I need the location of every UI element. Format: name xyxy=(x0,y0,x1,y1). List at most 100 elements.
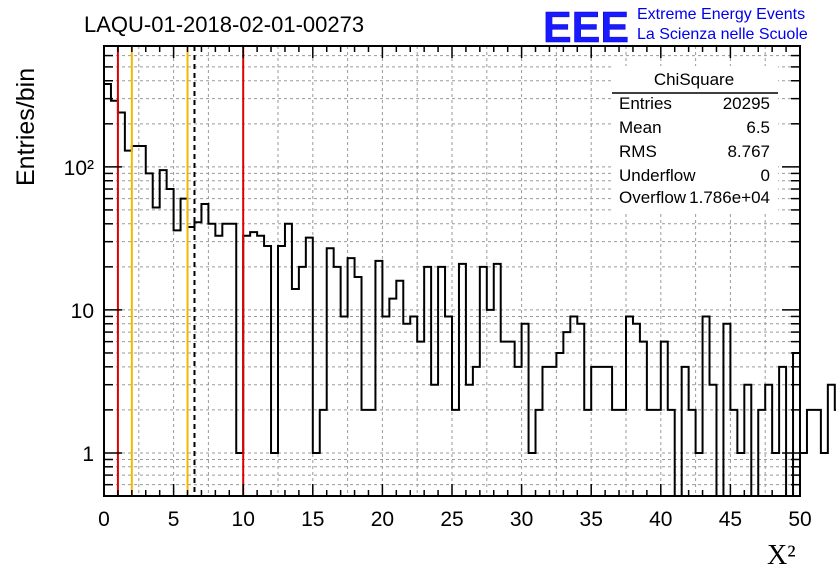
histogram-bin xyxy=(744,385,751,496)
histogram-bin xyxy=(626,316,633,496)
histogram-bin xyxy=(278,246,285,496)
histogram-bin xyxy=(208,224,215,496)
histogram-bin xyxy=(111,101,118,496)
histogram-bin xyxy=(132,146,139,496)
histogram-bin xyxy=(375,261,382,496)
histogram-bin xyxy=(563,332,570,496)
histogram-series xyxy=(103,82,836,497)
histogram-bin xyxy=(814,410,821,496)
histogram-bin xyxy=(556,353,563,496)
y-tick-label: 1 xyxy=(82,443,94,466)
x-axis-title: X² xyxy=(767,540,796,571)
x-tick-labels: 0 5 10 15 20 25 30 35 40 45 50 xyxy=(98,508,812,531)
x-tick-label: 35 xyxy=(580,508,603,531)
histogram-bin xyxy=(480,267,487,496)
stats-label-overflow: Overflow xyxy=(619,188,687,207)
histogram-bin xyxy=(765,385,772,496)
y-tick-label: 10² xyxy=(64,157,94,180)
histogram-bin xyxy=(341,316,348,496)
histogram-bin xyxy=(194,222,201,496)
histogram-bin xyxy=(800,453,807,496)
histogram-bin xyxy=(320,410,327,496)
histogram-bin xyxy=(257,236,264,496)
stats-value-overflow: 1.786e+04 xyxy=(689,188,770,207)
histogram-bin xyxy=(125,151,132,496)
histogram-bin xyxy=(104,84,111,496)
histogram-bin xyxy=(536,410,543,496)
histogram-bin xyxy=(647,410,654,496)
histogram-bin xyxy=(459,264,466,496)
stats-value-entries: 20295 xyxy=(723,94,770,113)
histogram-bin xyxy=(570,316,577,496)
histogram-bin xyxy=(730,410,737,496)
histogram-bin xyxy=(236,453,243,496)
histogram-bin xyxy=(403,324,410,496)
histogram-bin xyxy=(612,410,619,496)
histogram-bin xyxy=(355,277,362,496)
stats-box-name: ChiSquare xyxy=(654,70,734,89)
histogram-bin xyxy=(215,236,222,496)
y-tick-labels: 1 10 10² xyxy=(64,157,94,466)
histogram-bin xyxy=(160,170,167,496)
histogram-bin xyxy=(452,410,459,496)
histogram-bin xyxy=(389,299,396,496)
x-tick-label: 5 xyxy=(168,508,180,531)
histogram-bin xyxy=(529,453,536,496)
histogram-bin xyxy=(431,385,438,496)
histogram-bin xyxy=(188,227,195,496)
histogram-bin xyxy=(264,246,271,496)
histogram-bin xyxy=(598,367,605,496)
histogram-bin xyxy=(689,410,696,496)
histogram-bin xyxy=(362,410,369,496)
cut-lines xyxy=(116,46,245,496)
stats-label-rms: RMS xyxy=(619,142,657,161)
histogram-bin xyxy=(368,410,375,496)
histogram-bin xyxy=(348,258,355,496)
stats-value-rms: 8.767 xyxy=(727,142,770,161)
histogram-bin xyxy=(243,236,250,496)
histogram-bin xyxy=(696,453,703,496)
logo-line-1: Extreme Energy Events xyxy=(637,6,805,23)
histogram-bin xyxy=(306,238,313,496)
histogram-bin xyxy=(327,248,334,496)
histogram-bin xyxy=(487,310,494,496)
x-tick-label: 0 xyxy=(98,508,110,531)
x-tick-label: 25 xyxy=(440,508,463,531)
histogram-bin xyxy=(466,385,473,496)
stats-box: ChiSquare Entries 20295 Mean 6.5 RMS 8.7… xyxy=(612,66,778,212)
histogram-bin xyxy=(821,453,828,496)
histogram-bin xyxy=(758,410,765,496)
histogram-bin xyxy=(250,232,257,496)
histogram-bin xyxy=(703,316,710,496)
histogram-bin xyxy=(779,367,786,496)
histogram-bin xyxy=(710,385,717,496)
histogram-bin xyxy=(772,453,779,496)
histogram-bin xyxy=(661,342,668,496)
x-tick-label: 30 xyxy=(510,508,533,531)
histogram-bin xyxy=(682,367,689,496)
histogram-bin xyxy=(146,173,153,496)
x-tick-label: 10 xyxy=(232,508,255,531)
histogram-bin xyxy=(577,324,584,496)
histogram-bin xyxy=(508,342,515,496)
histogram-bin xyxy=(424,267,431,496)
histogram-bin xyxy=(633,324,640,496)
stats-label-underflow: Underflow xyxy=(619,166,696,185)
histogram-bin xyxy=(723,324,730,496)
y-tick-label: 10 xyxy=(71,300,94,323)
histogram-bin xyxy=(285,224,292,496)
histogram-bin xyxy=(396,281,403,496)
x-tick-label: 40 xyxy=(649,508,672,531)
histogram-bin xyxy=(382,316,389,496)
y-axis-title: Entries/bin xyxy=(12,68,40,186)
x-tick-label: 15 xyxy=(301,508,324,531)
histogram-bin xyxy=(522,324,529,496)
histogram-bin xyxy=(515,367,522,496)
histogram-bin xyxy=(591,367,598,496)
histogram-bin xyxy=(445,316,452,496)
histogram-bin xyxy=(153,207,160,496)
histogram-bin xyxy=(410,316,417,496)
histogram-bin xyxy=(737,453,744,496)
histogram-bin xyxy=(299,267,306,496)
